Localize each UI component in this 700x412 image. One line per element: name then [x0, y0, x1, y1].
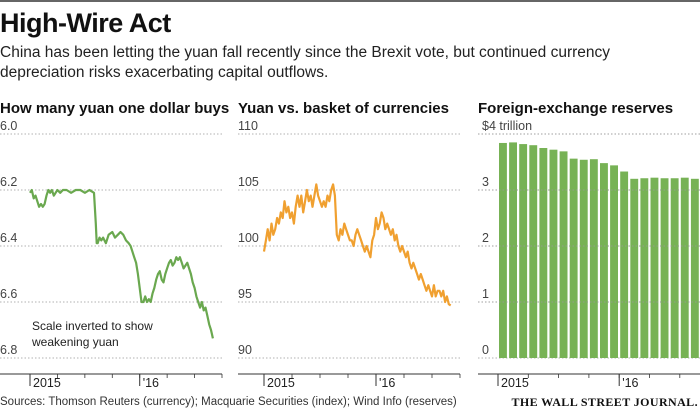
y-tick-label: 105 — [238, 175, 259, 189]
y-tick-label: 0 — [482, 343, 489, 357]
chart-yuan-dollar: 6.0 6.2 6.4 6.6 6.8 2015 '16 Scale inverted to … — [0, 119, 223, 390]
x-tick-label: 2015 — [501, 376, 529, 390]
y-tick-label: 6.8 — [0, 343, 17, 357]
reserve-bar — [630, 178, 639, 358]
reserve-bar — [589, 159, 598, 358]
x-tick-label: '16 — [379, 376, 395, 390]
x-tick-label: 2015 — [33, 376, 61, 390]
reserve-bar — [640, 178, 649, 358]
y-tick-label: $4 trillion — [482, 119, 532, 133]
y-tick-label: 6.0 — [0, 119, 17, 133]
top-rule — [0, 0, 700, 2]
reserve-bar — [690, 178, 699, 358]
series-line — [29, 188, 214, 339]
annotation-text: Scale inverted to show — [32, 319, 153, 333]
x-tick-label: '16 — [622, 376, 638, 390]
y-tick-label: 95 — [238, 287, 252, 301]
reserve-bar — [569, 158, 578, 358]
reserve-bar — [519, 144, 528, 358]
reserve-bar — [539, 148, 548, 358]
y-tick-label: 6.6 — [0, 287, 17, 301]
annotation-text: weakening yuan — [31, 335, 119, 349]
reserve-bar — [529, 145, 538, 358]
reserve-bar — [579, 159, 588, 358]
reserve-bar — [610, 165, 618, 358]
panel-title-yuan-basket: Yuan vs. basket of currencies — [238, 100, 449, 117]
series-line — [262, 183, 452, 307]
y-tick-label: 110 — [238, 119, 258, 133]
page-title: High-Wire Act — [0, 8, 171, 38]
y-tick-label: 100 — [238, 231, 259, 245]
chart-yuan-basket: 110 105 100 95 90 2015 '16 — [238, 119, 461, 390]
chart-reserves: $4 trillion 3 2 1 0 2015 '16 — [478, 119, 700, 390]
panel-title-yuan-dollar: How many yuan one dollar buys — [0, 100, 230, 117]
publisher-credit: THE WALL STREET JOURNAL. — [511, 395, 698, 409]
x-tick-label: '16 — [143, 376, 159, 390]
y-tick-label: 6.4 — [0, 231, 17, 245]
y-tick-label: 90 — [238, 343, 252, 357]
panel-title-reserves: Foreign-exchange reserves — [478, 100, 674, 117]
y-tick-label: 3 — [482, 175, 489, 189]
reserve-bar — [660, 178, 669, 358]
reserve-bar — [600, 163, 608, 358]
reserve-bar — [549, 149, 558, 358]
page-subtitle: China has been letting the yuan fall rec… — [0, 44, 611, 81]
reserve-bar — [509, 142, 517, 358]
reserve-bar — [620, 171, 629, 358]
y-tick-label: 6.2 — [0, 175, 17, 189]
x-tick-label: 2015 — [267, 376, 295, 390]
source-note: Sources: Thomson Reuters (currency); Mac… — [0, 396, 457, 408]
reserve-bar — [670, 178, 679, 358]
y-tick-label: 2 — [482, 231, 489, 245]
reserve-bar — [559, 151, 568, 358]
reserve-bar — [650, 177, 659, 358]
reserve-bar — [680, 177, 689, 358]
reserve-bar — [499, 142, 507, 358]
y-tick-label: 1 — [482, 287, 489, 301]
